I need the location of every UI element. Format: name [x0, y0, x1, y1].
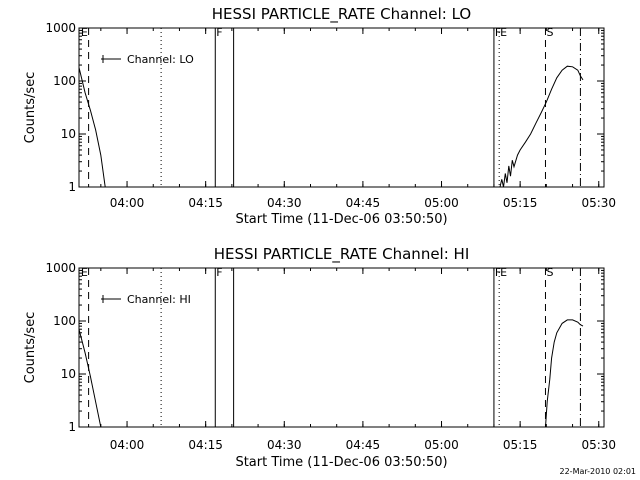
event-marker-label: S — [546, 26, 553, 39]
x-tick-label: 05:00 — [424, 196, 459, 210]
x-tick-label: 04:00 — [110, 196, 145, 210]
x-tick-label: 05:15 — [503, 438, 538, 452]
plot-frame — [78, 27, 605, 188]
y-axis-label: Counts/sec — [23, 72, 38, 144]
event-marker-label: E — [500, 26, 507, 39]
y-tick-label: 10 — [61, 367, 76, 381]
y-axis-label: Counts/sec — [23, 312, 38, 384]
x-axis-label: Start Time (11-Dec-06 03:50:50) — [235, 212, 447, 227]
x-tick-label: 05:00 — [424, 438, 459, 452]
event-marker-label: F — [495, 26, 501, 39]
y-tick-label: 100 — [53, 314, 76, 328]
series-line — [78, 67, 106, 188]
x-tick-label: 04:00 — [110, 438, 145, 452]
x-tick-label: 04:45 — [346, 196, 381, 210]
legend-label: Channel: HI — [127, 293, 191, 306]
x-tick-label: 05:15 — [503, 196, 538, 210]
chart-title: HESSI PARTICLE_RATE Channel: HI — [214, 245, 470, 264]
chart-panel-hi: HESSI PARTICLE_RATE Channel: HI 04:00 04:1… — [23, 245, 616, 470]
y-tick-label: 100 — [53, 74, 76, 88]
plot-frame — [78, 267, 605, 428]
y-tick-label: 10 — [61, 127, 76, 141]
x-tick-label: 04:30 — [267, 438, 302, 452]
x-tick-label: 04:45 — [346, 438, 381, 452]
event-marker-label: E — [81, 26, 88, 39]
event-marker-label: F — [495, 266, 501, 279]
x-tick-label: 04:15 — [188, 196, 223, 210]
chart-title: HESSI PARTICLE_RATE Channel: LO — [212, 5, 471, 24]
x-tick-label: 05:30 — [581, 196, 616, 210]
x-tick-label: 04:15 — [188, 438, 223, 452]
legend-label: Channel: LO — [127, 53, 194, 66]
event-marker-label: S — [546, 266, 553, 279]
x-tick-label: 04:30 — [267, 196, 302, 210]
event-marker-label: F — [216, 266, 222, 279]
footer-date: 22-Mar-2010 02:01 — [560, 467, 637, 476]
y-tick-label: 1000 — [45, 261, 76, 275]
x-tick-label: 05:30 — [581, 438, 616, 452]
chart-panel-lo: HESSI PARTICLE_RATE Channel: LO 04:00 04:1… — [23, 5, 616, 227]
series-line — [545, 319, 584, 428]
series-line — [78, 329, 102, 428]
x-axis-label: Start Time (11-Dec-06 03:50:50) — [235, 455, 447, 470]
y-tick-label: 1 — [68, 420, 76, 434]
series-line — [499, 65, 584, 188]
event-marker-label: E — [81, 266, 88, 279]
event-marker-label: F — [216, 26, 222, 39]
event-marker-label: E — [500, 266, 507, 279]
y-tick-label: 1000 — [45, 21, 76, 35]
y-tick-label: 1 — [68, 180, 76, 194]
